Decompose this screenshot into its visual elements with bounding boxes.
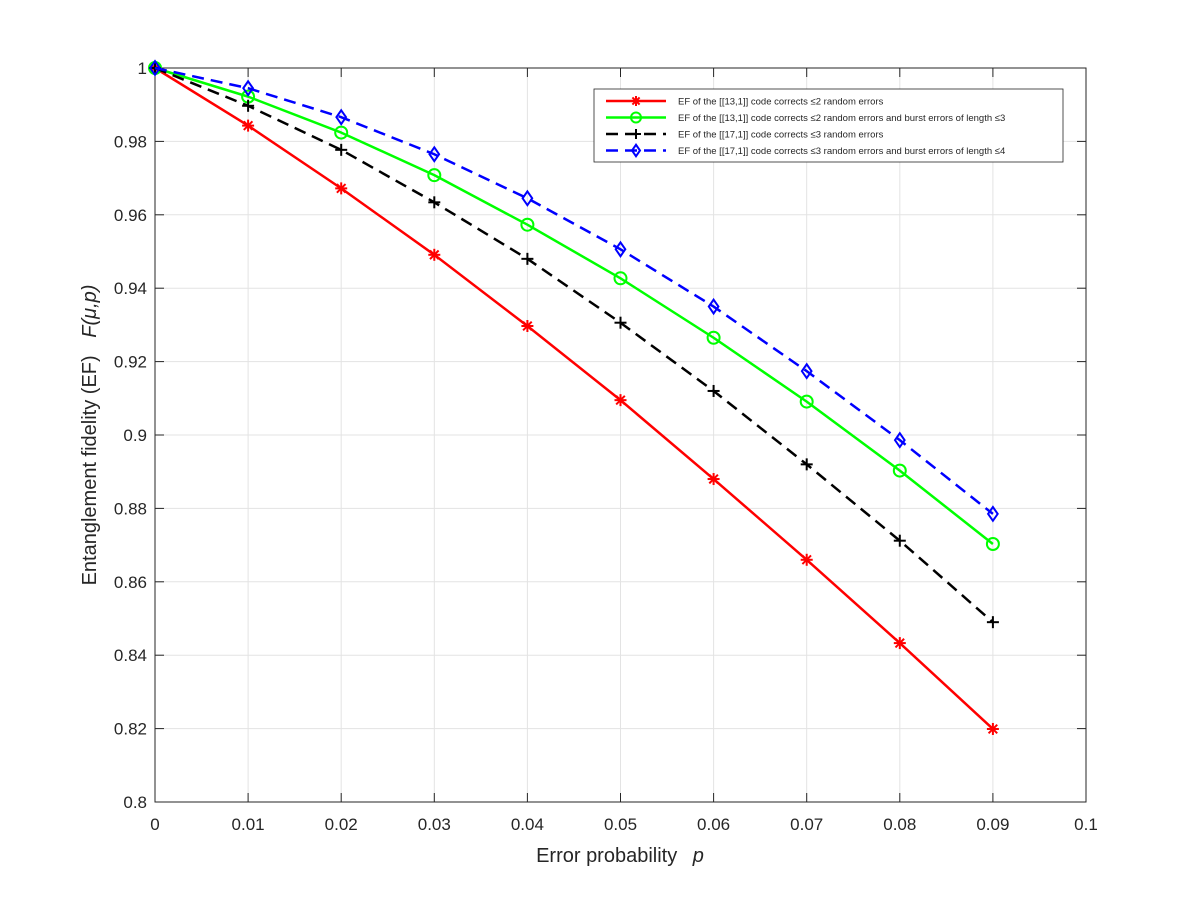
data-point-marker (242, 99, 255, 112)
data-point-marker (428, 145, 441, 163)
data-point-marker (614, 240, 627, 258)
data-point-marker (985, 536, 1000, 551)
data-point-marker (986, 722, 999, 735)
y-axis-title: Entanglement fidelity (EF) F(μ,p) (79, 285, 101, 586)
x-tick-label: 0.09 (976, 815, 1009, 834)
data-point-marker (521, 252, 534, 265)
data-point-marker (986, 505, 999, 523)
y-tick-label: 0.96 (114, 206, 147, 225)
data-point-marker (521, 189, 534, 207)
series-layer (148, 59, 1000, 735)
data-point-marker (893, 534, 906, 547)
data-point-marker (707, 473, 720, 486)
x-axis-label: Error probability (536, 845, 677, 867)
data-point-marker (614, 316, 627, 329)
data-point-marker (613, 271, 628, 286)
data-point-marker (630, 111, 642, 124)
x-tick-label: 0.03 (418, 815, 451, 834)
data-point-marker (892, 463, 907, 478)
x-axis-title: Error probability p (536, 845, 704, 867)
data-point-marker (427, 168, 442, 183)
series-line (154, 66, 994, 515)
legend-label: EF of the [[17,1]] code corrects ≤3 rand… (678, 146, 1005, 157)
x-axis-symbol: p (692, 845, 704, 867)
y-tick-label: 1 (138, 59, 147, 78)
legend-entry-2: EF of the [[13,1]] code corrects ≤2 rand… (606, 111, 1005, 124)
data-point-marker (631, 96, 641, 106)
data-point-marker (707, 384, 720, 397)
grid (155, 68, 1086, 802)
y-tick-label: 0.98 (114, 132, 147, 151)
y-axis-symbol: F(μ,p) (79, 285, 101, 338)
legend-label: EF of the [[13,1]] code corrects ≤2 rand… (678, 113, 1005, 124)
y-tick-label: 0.8 (123, 793, 147, 812)
y-tick-label: 0.88 (114, 499, 147, 518)
x-tick-label: 0.02 (325, 815, 358, 834)
y-tick-label: 0.9 (123, 426, 147, 445)
legend-label: EF of the [[17,1]] code corrects ≤3 rand… (678, 130, 884, 141)
x-tick-label: 0 (150, 815, 159, 834)
x-tick-label: 0.05 (604, 815, 637, 834)
data-point-marker (335, 108, 348, 126)
data-point-marker (800, 458, 813, 471)
data-point-marker (799, 394, 814, 409)
data-point-marker (428, 196, 441, 209)
data-point-marker (428, 248, 441, 261)
x-tick-label: 0.07 (790, 815, 823, 834)
series-line (154, 66, 994, 545)
series-line (154, 66, 994, 624)
x-tick-label: 0.06 (697, 815, 730, 834)
data-point-marker (631, 129, 641, 139)
legend: EF of the [[13,1]] code corrects ≤2 rand… (593, 88, 1064, 163)
legend-entry-4: EF of the [[17,1]] code corrects ≤3 rand… (606, 142, 1005, 159)
x-tick-label: 0.01 (232, 815, 265, 834)
data-point-marker (614, 394, 627, 407)
data-point-marker (706, 330, 721, 345)
data-point-marker (707, 297, 720, 316)
y-tick-label: 0.84 (114, 646, 147, 665)
y-tick-label: 0.82 (114, 720, 147, 739)
y-tick-label: 0.94 (114, 279, 147, 298)
series-4 (148, 59, 999, 523)
data-point-marker (800, 553, 813, 566)
y-tick-label: 0.92 (114, 353, 147, 372)
data-point-marker (335, 143, 348, 156)
axis-ticks: 0 0.01 0.02 0.03 0.04 0.05 0.06 0.07 0.08 0.09 0.1… (114, 59, 1098, 834)
data-point-marker (986, 616, 999, 629)
series-line (154, 66, 994, 730)
data-point-marker (630, 142, 642, 159)
x-tick-label: 0.08 (883, 815, 916, 834)
x-tick-label: 0.04 (511, 815, 544, 834)
data-point-marker (148, 59, 162, 77)
legend-label: EF of the [[13,1]] code corrects ≤2 rand… (678, 97, 884, 108)
data-point-marker (334, 125, 349, 140)
legend-entry-1: EF of the [[13,1]] code corrects ≤2 rand… (606, 96, 884, 108)
data-point-marker (800, 362, 813, 380)
data-point-marker (242, 119, 255, 132)
data-point-marker (893, 431, 906, 449)
data-point-marker (335, 182, 348, 195)
data-point-marker (520, 217, 535, 232)
legend-box (593, 88, 1064, 163)
data-point-marker (242, 79, 255, 97)
legend-entry-3: EF of the [[17,1]] code corrects ≤3 rand… (606, 129, 884, 141)
x-tick-label: 0.1 (1074, 815, 1098, 834)
data-point-marker (521, 320, 534, 333)
series-3 (149, 62, 999, 629)
data-point-marker (893, 637, 906, 650)
y-tick-label: 0.86 (114, 573, 147, 592)
y-axis-label: Entanglement fidelity (EF) (79, 355, 101, 585)
